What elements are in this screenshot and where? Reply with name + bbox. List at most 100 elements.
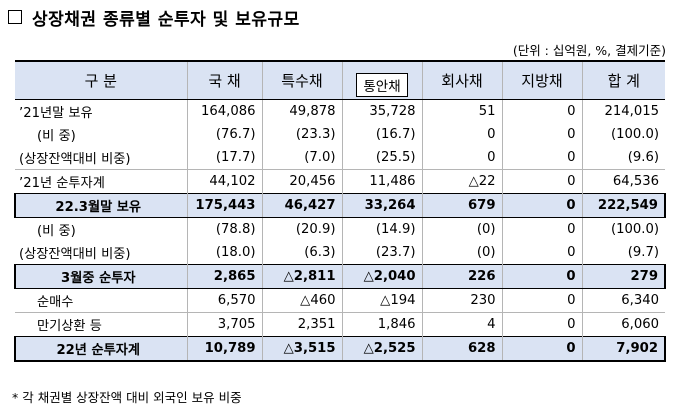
- row-label: ’21년말 보유: [19, 106, 93, 121]
- cell: 6,060: [581, 312, 665, 337]
- cell: 4: [421, 312, 502, 337]
- table-row: (상장잔액대비 비중) (17.7) (7.0) (25.5) 0 0 (9.6…: [15, 146, 665, 170]
- cell: 0: [421, 146, 502, 170]
- unit-note: (단위 : 십억원, %, 결제기준): [512, 43, 666, 58]
- msb-label-box: 통안채: [356, 72, 408, 97]
- cell: (18.0): [186, 241, 262, 265]
- cell: (0): [421, 241, 502, 265]
- header-special-bond: 특수채: [261, 61, 342, 100]
- table-row: 만기상환 등 3,705 2,351 1,846 4 0 6,060: [15, 312, 665, 337]
- cell: 64,536: [581, 169, 665, 194]
- cell: (17.7): [186, 146, 262, 170]
- cell: △2,040: [341, 264, 422, 289]
- cell: △3,515: [261, 336, 342, 362]
- table-row: (비 중) (76.7) (23.3) (16.7) 0 0 (100.0): [15, 123, 665, 146]
- cell: 51: [421, 99, 502, 123]
- cell: 175,443: [186, 193, 262, 218]
- cell: (20.9): [261, 217, 342, 241]
- cell: 1,846: [341, 312, 422, 337]
- cell: 0: [501, 193, 582, 218]
- cell: (9.7): [581, 241, 665, 265]
- cell: 49,878: [261, 99, 342, 123]
- cell: 10,789: [186, 336, 262, 362]
- row-label: (비 중): [37, 129, 76, 144]
- header-total: 합 계: [581, 61, 665, 100]
- row-label: 순매수: [37, 295, 74, 310]
- cell: (9.6): [581, 146, 665, 170]
- cell: 230: [421, 288, 502, 313]
- cell: (16.7): [341, 123, 422, 146]
- row-label: ’21년 순투자계: [15, 169, 187, 194]
- cell: 20,456: [261, 169, 342, 194]
- cell: 0: [501, 99, 582, 123]
- cell: 0: [501, 264, 582, 289]
- cell: 0: [501, 146, 582, 170]
- cell: 222,549: [581, 193, 666, 218]
- cell: 226: [421, 264, 502, 289]
- cell: 46,427: [261, 193, 342, 218]
- page-title-text: 상장채권 종류별 순투자 및 보유규모: [32, 9, 300, 30]
- cell: 44,102: [186, 169, 262, 194]
- cell: (100.0): [581, 123, 665, 146]
- cell: 0: [501, 336, 582, 362]
- cell: 3,705: [186, 312, 262, 337]
- cell: 628: [421, 336, 502, 362]
- table-row: ’21년 순투자계 44,102 20,456 11,486 △22 0 64,…: [15, 169, 665, 194]
- cell: (6.3): [261, 241, 342, 265]
- cell: 0: [421, 123, 502, 146]
- footnote: * 각 채권별 상장잔액 대비 외국인 보유 비중: [12, 390, 242, 405]
- row-label: 22년 순투자계: [14, 336, 187, 362]
- header-muni-bond: 지방채: [501, 61, 582, 100]
- cell: (78.8): [186, 217, 262, 241]
- row-label: (상장잔액대비 비중): [19, 247, 131, 262]
- row-label: (상장잔액대비 비중): [19, 152, 131, 167]
- cell: (23.7): [341, 241, 422, 265]
- cell: 164,086: [186, 99, 262, 123]
- cell: (7.0): [261, 146, 342, 170]
- row-label: 3월중 순투자: [14, 264, 187, 289]
- cell: 214,015: [581, 99, 665, 123]
- cell: 0: [501, 169, 582, 194]
- cell: (76.7): [186, 123, 262, 146]
- cell: 11,486: [341, 169, 422, 194]
- cell: 279: [581, 264, 666, 289]
- row-label: (비 중): [37, 224, 76, 239]
- cell: 35,728: [341, 99, 422, 123]
- header-row: 구 분 국 채 특수채 통안채 회사채 지방채 합 계: [15, 61, 665, 100]
- header-corp-bond: 회사채: [421, 61, 502, 100]
- table-row: ’21년말 보유 164,086 49,878 35,728 51 0 214,…: [15, 99, 665, 123]
- cell: △460: [261, 288, 342, 313]
- bond-table: 구 분 국 채 특수채 통안채 회사채 지방채 합 계 ’21년말 보유 164…: [14, 60, 666, 362]
- cell: 0: [501, 288, 582, 313]
- table-row: (비 중) (78.8) (20.9) (14.9) (0) 0 (100.0): [15, 217, 665, 241]
- cell: 679: [421, 193, 502, 218]
- page-title: 상장채권 종류별 순투자 및 보유규모: [8, 4, 300, 30]
- row-label: 22.3월말 보유: [14, 193, 187, 218]
- checkbox-square-icon: [8, 10, 22, 24]
- header-category: 구 분: [15, 61, 187, 100]
- header-msb: 통안채: [341, 61, 422, 100]
- cell: 7,902: [581, 336, 666, 362]
- table-row-highlight: 22년 순투자계 10,789 △3,515 △2,525 628 0 7,90…: [14, 336, 666, 362]
- table-row: (상장잔액대비 비중) (18.0) (6.3) (23.7) (0) 0 (9…: [15, 241, 665, 265]
- cell: (25.5): [341, 146, 422, 170]
- cell: 2,865: [186, 264, 262, 289]
- cell: 2,351: [261, 312, 342, 337]
- cell: 0: [501, 123, 582, 146]
- cell: (14.9): [341, 217, 422, 241]
- table-row: 순매수 6,570 △460 △194 230 0 6,340: [15, 288, 665, 313]
- header-govt-bond: 국 채: [186, 61, 262, 100]
- cell: △194: [341, 288, 422, 313]
- cell: 0: [501, 241, 582, 265]
- table-row-highlight: 3월중 순투자 2,865 △2,811 △2,040 226 0 279: [14, 264, 666, 289]
- cell: △2,525: [341, 336, 422, 362]
- cell: (23.3): [261, 123, 342, 146]
- cell: 6,570: [186, 288, 262, 313]
- cell: △22: [421, 169, 502, 194]
- table-row-highlight: 22.3월말 보유 175,443 46,427 33,264 679 0 22…: [14, 193, 666, 218]
- row-label: 만기상환 등: [15, 312, 187, 337]
- cell: △2,811: [261, 264, 342, 289]
- cell: 0: [501, 217, 582, 241]
- cell: 0: [501, 312, 582, 337]
- cell: (100.0): [581, 217, 665, 241]
